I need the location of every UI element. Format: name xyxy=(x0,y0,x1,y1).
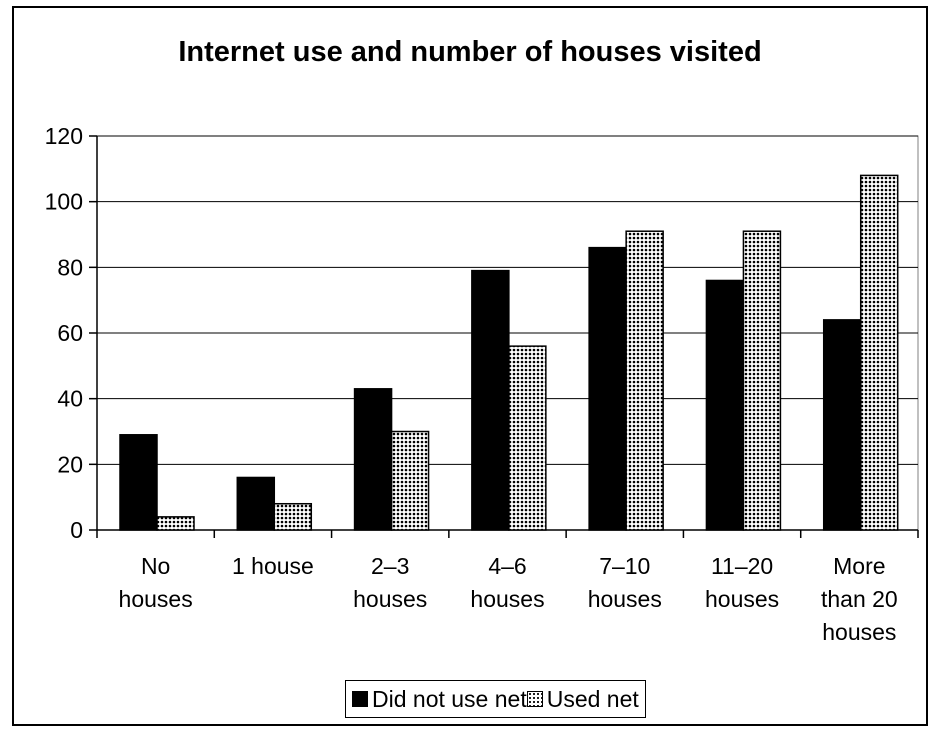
bar-used-net xyxy=(859,174,899,531)
bar-did-not-use-net xyxy=(588,246,627,531)
bar-did-not-use-net xyxy=(471,269,510,531)
x-category-label: 1 house xyxy=(232,553,314,579)
chart-title: Internet use and number of houses visite… xyxy=(178,36,762,68)
legend-label: Used net xyxy=(546,685,639,712)
x-category-label: 4–6 houses xyxy=(470,553,544,612)
legend: Did not use net Used net xyxy=(345,680,646,718)
bar-used-net xyxy=(742,230,782,531)
bar-did-not-use-net xyxy=(236,476,276,531)
legend-item-did-not-use-net: Did not use net xyxy=(352,686,527,713)
chart-frame xyxy=(12,6,928,726)
y-tick-label: 80 xyxy=(57,254,83,280)
y-tick-label: 60 xyxy=(57,320,83,346)
x-category-label: 11–20 houses xyxy=(705,553,779,612)
x-category-label: No houses xyxy=(119,553,193,612)
y-tick-label: 0 xyxy=(70,517,83,543)
x-category-label: More than 20 houses xyxy=(821,553,898,645)
bar-did-not-use-net xyxy=(705,279,745,531)
bar-used-net xyxy=(508,345,547,531)
legend-swatch-dotted xyxy=(526,691,543,707)
y-tick-label: 100 xyxy=(45,189,83,215)
legend-item-used-net: Used net xyxy=(526,685,639,713)
y-tick-label: 20 xyxy=(57,451,83,477)
bar-did-not-use-net xyxy=(353,388,393,531)
x-category-label: 2–3 houses xyxy=(353,553,427,612)
axis-labels: 0 20 40 60 80 100 120 No houses 1 house 2–3 houses 4… xyxy=(45,123,898,645)
bar-used-net xyxy=(390,430,430,531)
bar-did-not-use-net xyxy=(119,434,158,531)
bar-used-net xyxy=(273,502,313,531)
bar-used-net xyxy=(625,230,664,531)
bars xyxy=(119,174,899,531)
y-tick-label: 120 xyxy=(45,123,83,149)
bar-did-not-use-net xyxy=(822,319,862,531)
legend-label: Did not use net xyxy=(372,685,527,712)
bar-used-net xyxy=(156,516,195,531)
legend-swatch-solid xyxy=(352,691,368,707)
y-tick-label: 40 xyxy=(57,386,83,412)
x-category-label: 7–10 houses xyxy=(588,553,662,612)
